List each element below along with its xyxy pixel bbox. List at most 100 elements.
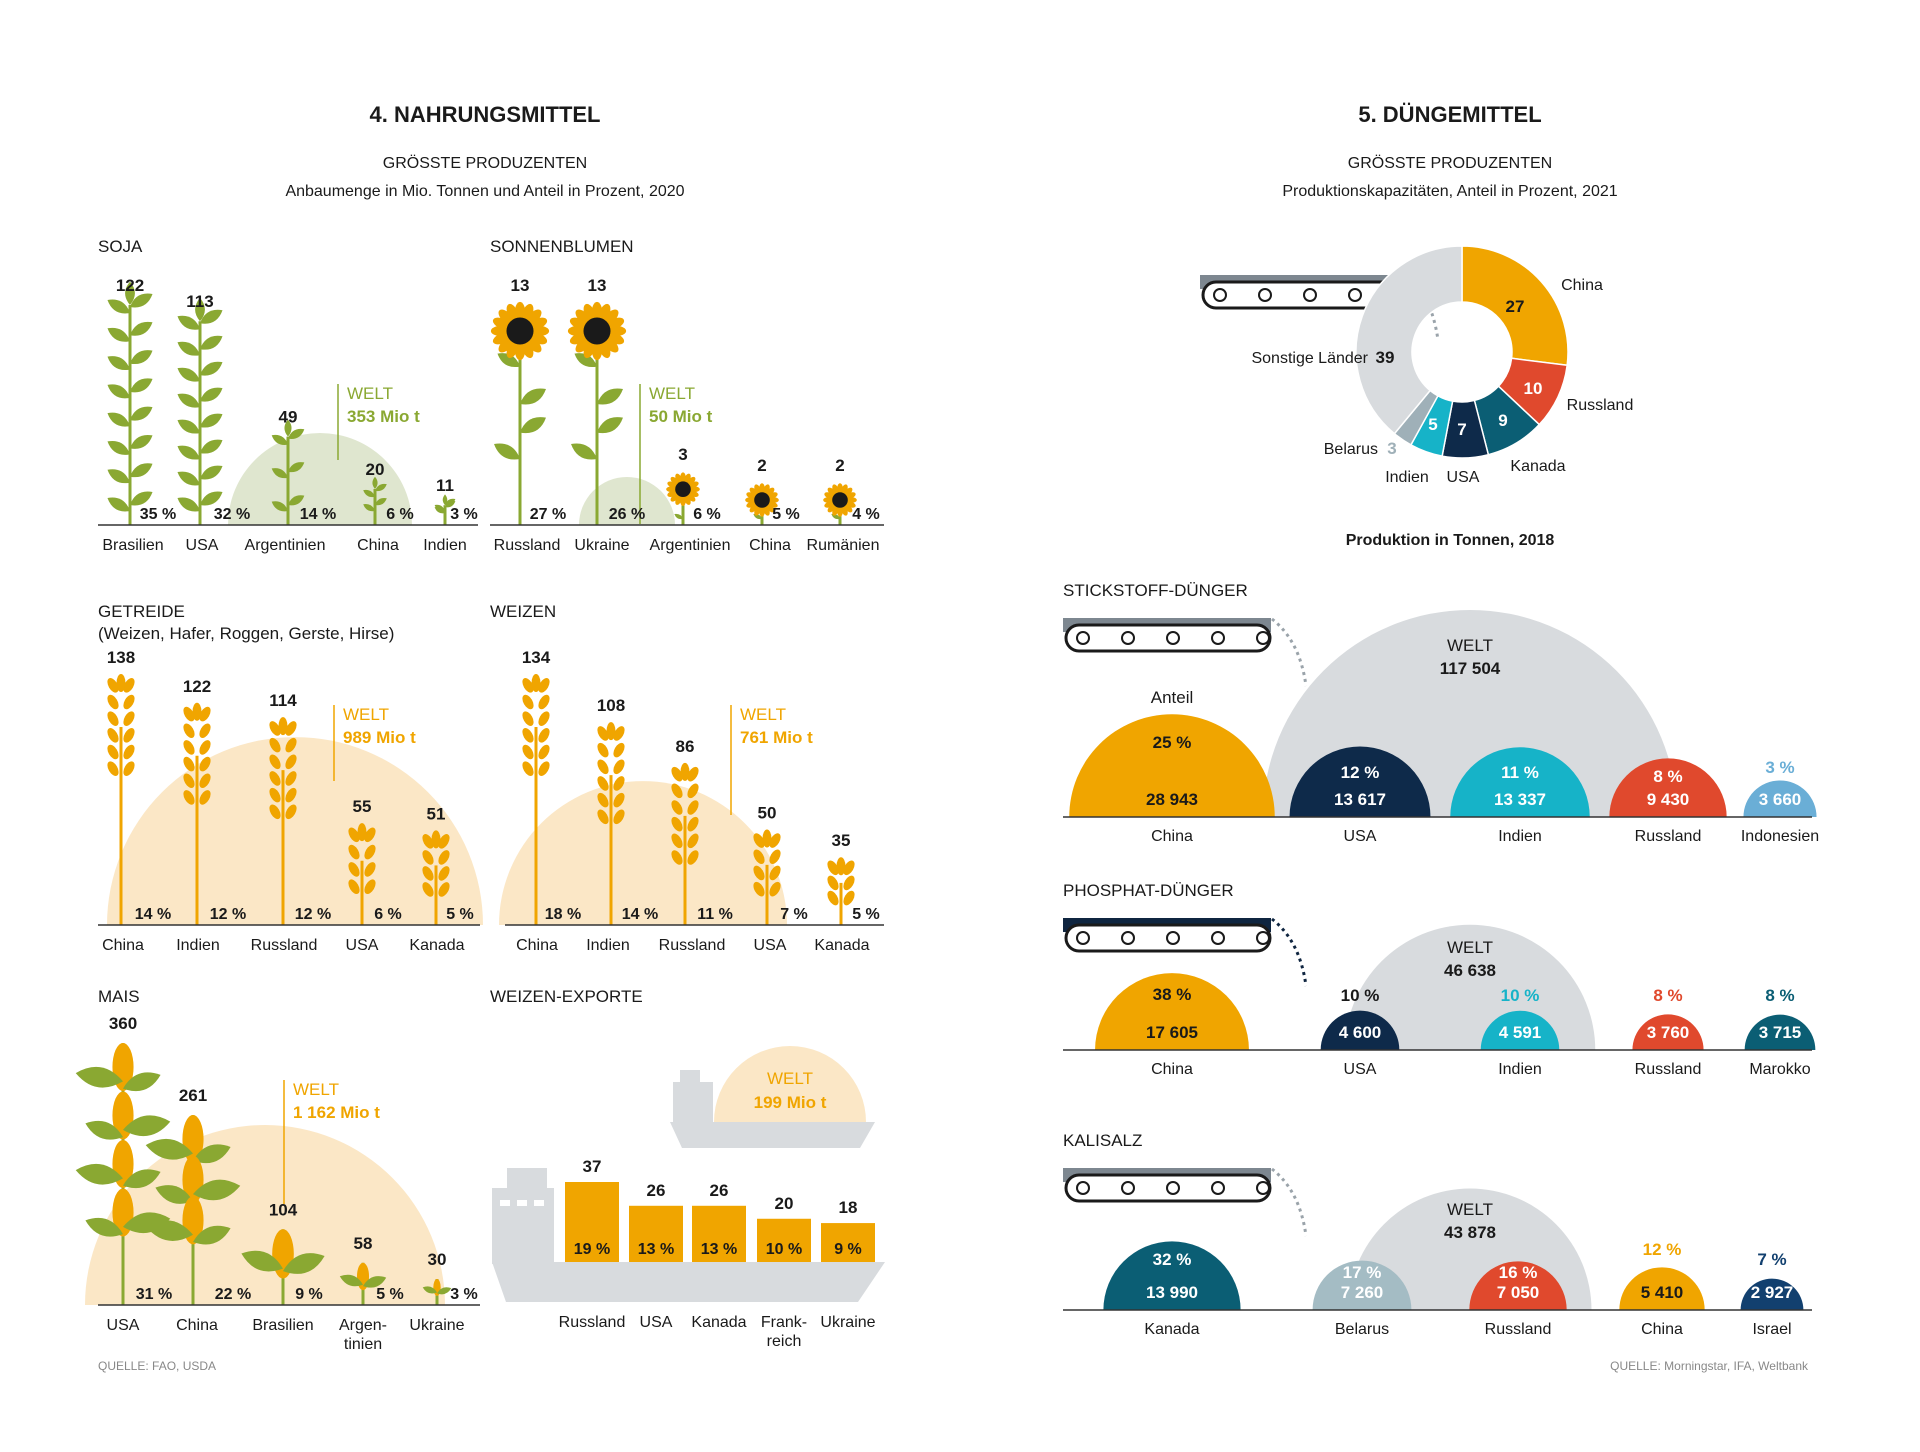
getreide-category-label: Russland — [251, 937, 318, 954]
weizen-world-value: 761 Mio t — [740, 728, 813, 747]
getreide-mark — [107, 674, 135, 925]
donut-value-label: 5 — [1428, 415, 1437, 434]
mais-share-label: 9 % — [295, 1286, 323, 1303]
getreide-value-label: 138 — [107, 648, 135, 667]
weizen-world-label: WELT — [740, 705, 786, 724]
soja-mark — [177, 297, 223, 525]
stickstoff-category-label: Indien — [1498, 828, 1542, 845]
mais-value-label: 360 — [109, 1014, 137, 1033]
stickstoff-dome — [1609, 758, 1727, 817]
getreide-category-label: China — [102, 937, 144, 954]
mais-category-label: tinien — [344, 1336, 382, 1353]
stickstoff-conveyor-icon — [1063, 617, 1308, 687]
donut-slice — [1355, 245, 1463, 435]
mais-category-label: USA — [107, 1317, 140, 1334]
left-subtitle: GRÖSSTE PRODUZENTEN — [383, 154, 587, 172]
soja-mark — [363, 476, 387, 525]
right-subtitle2: Produktionskapazitäten, Anteil in Prozen… — [1282, 183, 1617, 200]
phosphat-value-label: 3 715 — [1759, 1023, 1802, 1042]
weizen-exporte-value-label: 18 — [839, 1198, 858, 1217]
weizen-exporte-share-label: 13 % — [638, 1241, 674, 1258]
kalisalz-share-label: 16 % — [1499, 1263, 1538, 1282]
stickstoff-category-label: USA — [1344, 828, 1377, 845]
phosphat-category-label: Russland — [1635, 1061, 1702, 1078]
kalisalz-category-label: Kanada — [1144, 1321, 1199, 1338]
kalisalz-value-label: 5 410 — [1641, 1283, 1684, 1302]
weizen-exporte-value-label: 26 — [710, 1181, 729, 1200]
sonnenblumen-category-label: Russland — [494, 537, 561, 554]
weizen-exporte-share-label: 13 % — [701, 1241, 737, 1258]
mais-value-label: 58 — [354, 1234, 373, 1253]
weizen-exporte-share-label: 9 % — [834, 1241, 862, 1258]
donut-value-label: 27 — [1506, 297, 1525, 316]
right-subtitle: GRÖSSTE PRODUZENTEN — [1348, 154, 1552, 172]
donut-value-label: 7 — [1457, 420, 1466, 439]
donut-value-label: 3 — [1387, 439, 1396, 458]
donut-value-label: 39 — [1376, 348, 1395, 367]
weizen-category-label: China — [516, 937, 558, 954]
sonnenblumen-share-label: 6 % — [693, 506, 721, 523]
getreide-share-label: 12 % — [295, 906, 331, 923]
stickstoff-share-caption: Anteil — [1151, 688, 1194, 707]
getreide-category-label: Kanada — [409, 937, 464, 954]
cargo-ship-icon — [492, 1168, 885, 1302]
kalisalz-dome — [1312, 1260, 1412, 1310]
stickstoff-category-label: China — [1151, 828, 1193, 845]
sonnenblumen-category-label: Ukraine — [574, 537, 629, 554]
soja-value-label: 49 — [279, 408, 298, 427]
soja-world-label: WELT — [347, 384, 393, 403]
right-source: QUELLE: Morningstar, IFA, Weltbank — [1610, 1359, 1809, 1373]
stickstoff-world-label: WELT — [1447, 636, 1493, 655]
sonnenblumen-share-label: 26 % — [609, 506, 645, 523]
weizen-world-dome — [499, 781, 787, 925]
getreide-mark — [422, 830, 450, 925]
mais-world-dome — [85, 1125, 445, 1305]
weizen-exporte-category-label: Ukraine — [820, 1314, 875, 1331]
phosphat-dome — [1480, 1010, 1560, 1050]
mais-mark — [422, 1279, 452, 1305]
stickstoff-share-label: 11 % — [1501, 763, 1539, 782]
getreide-title2: (Weizen, Hafer, Roggen, Gerste, Hirse) — [98, 624, 394, 643]
weizen-share-label: 11 % — [697, 906, 733, 923]
getreide-title: GETREIDE — [98, 602, 185, 621]
sonnenblumen-mark — [567, 301, 627, 525]
soja-category-label: Indien — [423, 537, 467, 554]
kalisalz-value-label: 7 050 — [1497, 1283, 1540, 1302]
production-label: Produktion in Tonnen, 2018 — [1346, 532, 1555, 549]
getreide-value-label: 55 — [353, 797, 372, 816]
weizen-category-label: Russland — [659, 937, 726, 954]
kalisalz-value-label: 13 990 — [1146, 1283, 1198, 1302]
kalisalz-share-label: 7 % — [1757, 1250, 1786, 1269]
getreide-category-label: USA — [346, 937, 379, 954]
getreide-world-value: 989 Mio t — [343, 728, 416, 747]
phosphat-dome — [1320, 1010, 1400, 1050]
getreide-value-label: 114 — [269, 691, 297, 710]
weizen-category-label: Kanada — [814, 937, 869, 954]
weizen-exporte-category-label: USA — [640, 1314, 673, 1331]
getreide-value-label: 122 — [183, 677, 211, 696]
weizen-exporte-category-label: Frank- — [761, 1314, 807, 1331]
kalisalz-share-label: 17 % — [1343, 1263, 1382, 1282]
soja-category-label: Argentinien — [245, 537, 326, 554]
mais-title: MAIS — [98, 987, 140, 1006]
sonnenblumen-title: SONNENBLUMEN — [490, 237, 634, 256]
donut-category-label: Sonstige Länder — [1251, 350, 1368, 367]
weizen-share-label: 7 % — [780, 906, 808, 923]
phosphat-category-label: Marokko — [1749, 1061, 1810, 1078]
weizen-exporte-value-label: 20 — [775, 1194, 794, 1213]
phosphat-share-label: 10 % — [1341, 986, 1380, 1005]
phosphat-share-label: 10 % — [1501, 986, 1540, 1005]
kalisalz-category-label: Israel — [1752, 1321, 1791, 1338]
mais-category-label: Ukraine — [409, 1317, 464, 1334]
soja-category-label: Brasilien — [102, 537, 163, 554]
kalisalz-world-value: 43 878 — [1444, 1223, 1496, 1242]
getreide-world-dome — [107, 737, 483, 925]
weizen-exporte-bar — [821, 1223, 875, 1262]
phosphat-value-label: 3 760 — [1647, 1023, 1690, 1042]
donut-category-label: Indien — [1385, 469, 1429, 486]
soja-share-label: 14 % — [300, 506, 336, 523]
sonnenblumen-share-label: 4 % — [852, 506, 880, 523]
phosphat-world-label: WELT — [1447, 938, 1493, 957]
kalisalz-share-label: 12 % — [1643, 1240, 1682, 1259]
getreide-mark — [183, 702, 211, 925]
